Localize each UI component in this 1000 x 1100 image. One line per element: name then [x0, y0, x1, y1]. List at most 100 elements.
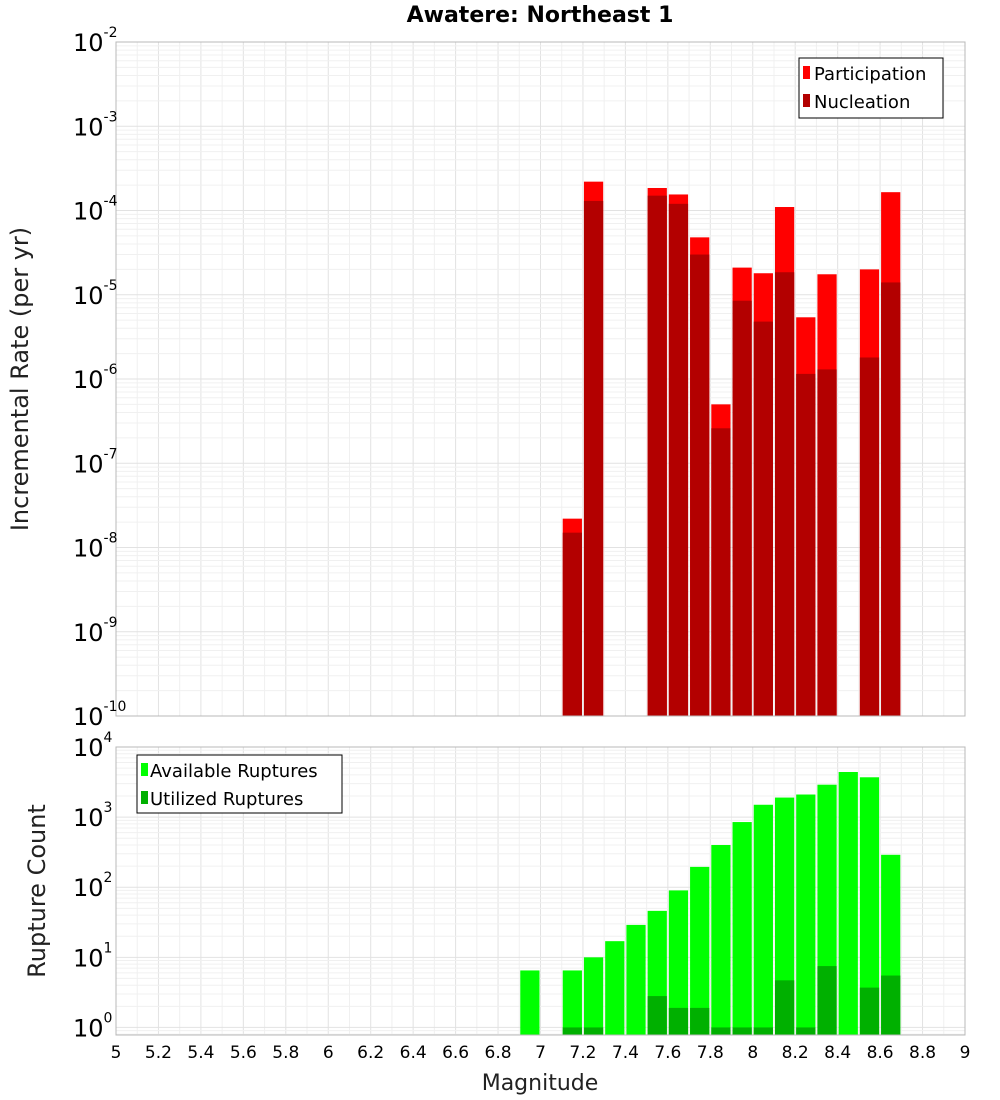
x-tick-label: 7.2: [569, 1043, 596, 1063]
x-tick-label: 5.4: [187, 1043, 214, 1063]
available-ruptures-bar: [753, 804, 773, 1035]
nucleation-bar: [796, 373, 816, 716]
nucleation-bar: [711, 428, 731, 716]
x-tick-label: 5: [111, 1043, 122, 1063]
rate-y-tick-label: 10-10: [73, 699, 126, 731]
utilized-ruptures-bar: [732, 1027, 752, 1035]
magnitude-x-ticks: 5 5.2 5.4 5.6 5.8 6 6.2 6.4 6.6 6.8 7 7.2 7.4 7.6 7.8 8…: [111, 1043, 971, 1063]
utilized-ruptures-bar: [647, 996, 667, 1035]
available-ruptures-bar: [711, 845, 731, 1035]
count-y-tick-label: 104: [73, 730, 113, 762]
count-y-tick-label: 100: [73, 1010, 112, 1042]
nucleation-bar: [732, 300, 752, 716]
x-tick-label: 6.4: [400, 1043, 427, 1063]
rate-y-tick-label: 10-4: [73, 194, 118, 226]
utilized-legend-label: Utilized Ruptures: [150, 789, 303, 810]
utilized-ruptures-bar: [774, 980, 795, 1035]
nucleation-bar: [774, 272, 795, 716]
count-y-tick-label: 101: [73, 940, 112, 972]
x-axis-label: Magnitude: [482, 1071, 599, 1096]
nucleation-bar: [562, 532, 582, 716]
count-y-tick-label: 103: [73, 800, 112, 832]
utilized-ruptures-bar: [859, 987, 880, 1035]
nucleation-bar: [753, 321, 773, 716]
participation-legend-label: Participation: [814, 64, 926, 85]
utilized-ruptures-bar: [711, 1027, 731, 1035]
x-tick-label: 8: [747, 1043, 758, 1063]
utilized-ruptures-bar: [668, 1007, 689, 1035]
nucleation-legend-swatch: [803, 94, 810, 107]
available-ruptures-bar: [859, 777, 880, 1035]
rate-plot-panel: 10-2 10-3 10-4 10-5 10-6 10-7 10-8 10-9 10-10 In…: [6, 25, 966, 731]
nucleation-bar: [583, 200, 604, 716]
rate-y-tick-label: 10-7: [73, 446, 118, 478]
count-plot-bars: [520, 771, 901, 1035]
rate-plot-bars: [562, 181, 901, 717]
x-tick-label: 8.4: [824, 1043, 851, 1063]
rate-plot-grid: [115, 41, 966, 717]
x-tick-label: 7.4: [612, 1043, 639, 1063]
nucleation-bar: [881, 282, 901, 716]
available-ruptures-bar: [774, 797, 795, 1035]
x-tick-label: 6.6: [442, 1043, 469, 1063]
utilized-ruptures-bar: [881, 975, 901, 1035]
rate-y-tick-label: 10-8: [73, 531, 118, 563]
available-ruptures-bar: [605, 941, 625, 1035]
available-ruptures-bar: [796, 794, 816, 1035]
nucleation-bar: [647, 195, 667, 716]
chart-title: Awatere: Northeast 1: [407, 3, 674, 28]
rate-legend-box: [798, 57, 944, 119]
utilized-ruptures-bar: [753, 1027, 773, 1035]
utilized-ruptures-bar: [796, 1027, 816, 1035]
nucleation-bar: [859, 357, 880, 716]
count-y-ticks: 104 103 102 101 100: [73, 730, 113, 1042]
utilized-ruptures-bar: [690, 1007, 710, 1035]
nucleation-legend-label: Nucleation: [814, 92, 910, 113]
count-y-tick-label: 102: [73, 870, 112, 902]
x-tick-label: 6.2: [357, 1043, 384, 1063]
available-ruptures-bar: [690, 866, 710, 1035]
nucleation-bar: [817, 369, 837, 716]
available-ruptures-bar: [838, 771, 858, 1035]
available-ruptures-bar: [520, 970, 540, 1035]
x-tick-label: 5.8: [272, 1043, 299, 1063]
x-tick-label: 7.8: [697, 1043, 724, 1063]
available-ruptures-bar: [732, 822, 752, 1035]
available-legend-swatch: [141, 763, 148, 776]
count-legend: Available Ruptures Utilized Ruptures: [136, 754, 343, 814]
rate-y-ticks: 10-2 10-3 10-4 10-5 10-6 10-7 10-8 10-9 10-10: [73, 25, 126, 731]
x-tick-label: 7: [535, 1043, 546, 1063]
x-tick-label: 9: [960, 1043, 971, 1063]
rate-y-tick-label: 10-2: [73, 25, 118, 57]
available-legend-label: Available Ruptures: [150, 761, 318, 782]
available-ruptures-bar: [668, 890, 689, 1035]
x-tick-label: 8.2: [782, 1043, 809, 1063]
utilized-ruptures-bar: [817, 966, 837, 1035]
available-ruptures-bar: [583, 957, 604, 1035]
x-tick-label: 5.6: [230, 1043, 257, 1063]
participation-legend-swatch: [803, 66, 810, 79]
x-tick-label: 6.8: [485, 1043, 512, 1063]
utilized-ruptures-bar: [583, 1027, 604, 1035]
count-y-axis-label: Rupture Count: [23, 804, 51, 978]
rate-y-tick-label: 10-9: [73, 615, 118, 647]
count-plot-panel: 104 103 102 101 100 Rupture Count Available …: [23, 730, 966, 1042]
x-tick-label: 8.6: [867, 1043, 894, 1063]
nucleation-bar: [690, 254, 710, 716]
x-tick-label: 7.6: [654, 1043, 681, 1063]
available-ruptures-bar: [626, 924, 646, 1035]
count-plot-frame: [115, 746, 966, 1036]
utilized-legend-swatch: [141, 791, 148, 804]
nucleation-bar: [668, 203, 689, 716]
rate-plot-frame: [115, 41, 966, 717]
x-tick-label: 6: [323, 1043, 334, 1063]
utilized-ruptures-bar: [562, 1027, 582, 1035]
x-tick-label: 5.2: [145, 1043, 172, 1063]
rate-y-axis-label: Incremental Rate (per yr): [6, 227, 34, 531]
rate-y-tick-label: 10-3: [73, 109, 118, 141]
x-tick-label: 8.8: [909, 1043, 936, 1063]
rate-legend: Participation Nucleation: [798, 57, 944, 119]
available-ruptures-bar: [562, 970, 582, 1035]
count-legend-box: [136, 754, 343, 814]
